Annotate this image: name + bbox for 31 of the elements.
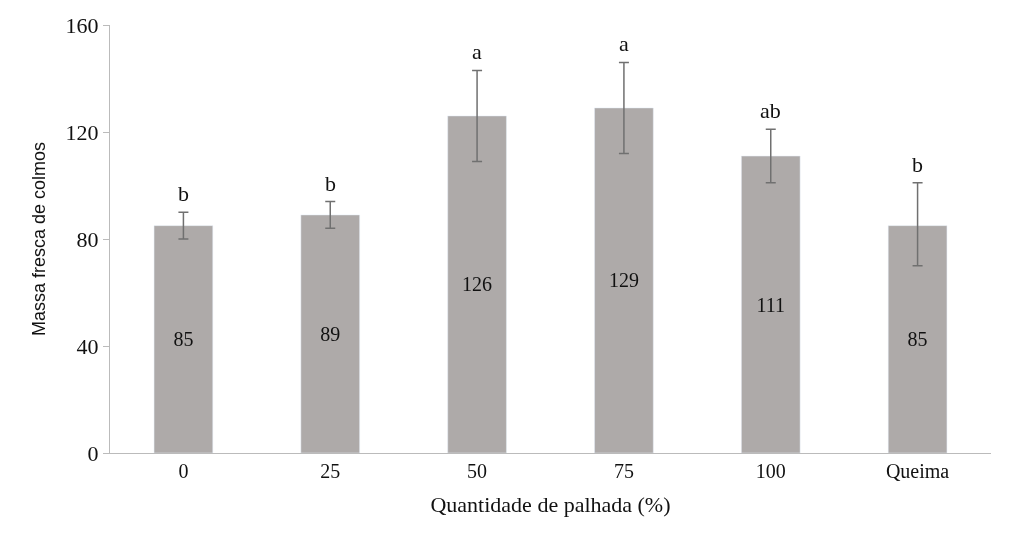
data-label: 129: [608, 269, 639, 292]
data-label: 85: [907, 328, 928, 351]
annotation: a: [472, 39, 482, 64]
data-label: 126: [462, 273, 493, 296]
y-tick-label: 160: [65, 12, 99, 38]
bar: [153, 225, 214, 453]
y-axis-title: Massa fresca de colmos: [28, 141, 49, 337]
y-tick-label: 120: [65, 119, 99, 145]
x-axis-title: Quantidade de palhada (%): [430, 491, 671, 517]
data-label: 89: [320, 322, 341, 345]
bar: [887, 225, 948, 453]
annotation: b: [325, 171, 336, 196]
x-tick-label: Queima: [885, 460, 950, 482]
annotation: a: [619, 31, 629, 56]
data-label: 111: [756, 293, 786, 316]
x-tick-label: 75: [613, 460, 634, 482]
bar: [741, 155, 801, 453]
bar: [447, 115, 507, 453]
x-tick-label: 50: [467, 460, 488, 482]
y-tick-label: 80: [76, 226, 99, 252]
x-tick-label: 100: [755, 460, 786, 482]
y-tick-label: 0: [87, 440, 99, 466]
bar: [300, 214, 360, 453]
bar: [594, 107, 654, 453]
x-tick-label: 0: [178, 460, 189, 482]
data-label: 85: [173, 328, 194, 351]
y-tick-label: 40: [76, 333, 99, 359]
annotation: ab: [760, 98, 781, 123]
x-tick-label: 25: [320, 460, 341, 482]
annotation: b: [178, 181, 189, 206]
annotation: b: [912, 152, 923, 177]
